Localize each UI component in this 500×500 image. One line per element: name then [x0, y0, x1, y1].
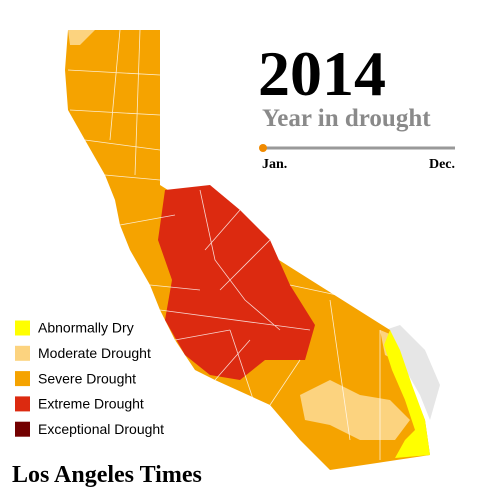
legend-swatch — [15, 396, 30, 412]
timeline-handle[interactable] — [259, 144, 267, 152]
legend: Abnormally Dry Moderate Drought Severe Dro… — [15, 320, 164, 437]
footer-logo: Los Angeles Times — [12, 462, 202, 488]
map — [65, 29, 440, 470]
legend-label: Abnormally Dry — [38, 320, 134, 336]
timeline-start: Jan. — [262, 157, 287, 172]
legend-label: Severe Drought — [38, 370, 136, 386]
abnormally-dry — [384, 330, 430, 458]
moderate-south — [300, 380, 410, 440]
moderate-north — [68, 30, 95, 45]
timeline-end: Dec. — [429, 157, 455, 172]
legend-swatch — [15, 345, 30, 361]
legend-swatch — [15, 371, 30, 387]
county-lines — [67, 29, 381, 460]
legend-label: Moderate Drought — [38, 345, 151, 361]
legend-label: Extreme Drought — [38, 396, 144, 412]
extreme-region — [158, 185, 315, 380]
year-title: 2014 — [258, 38, 386, 109]
subtitle: Year in drought — [262, 105, 431, 132]
legend-label: Exceptional Drought — [38, 421, 164, 437]
legend-swatch — [15, 421, 30, 437]
legend-swatch — [15, 320, 30, 336]
